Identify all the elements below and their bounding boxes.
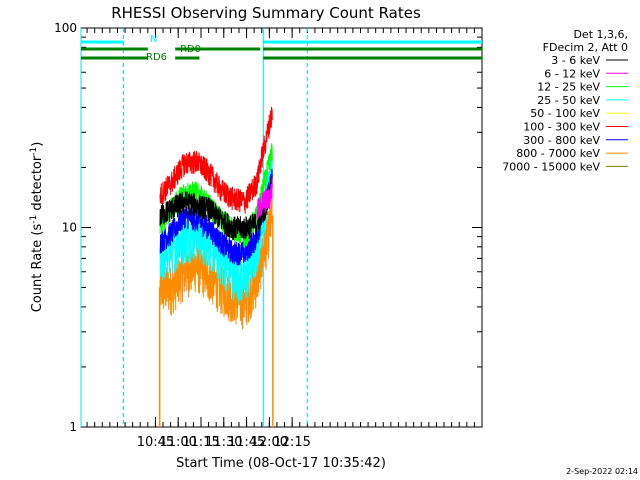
series-line-25-50kev <box>159 154 273 304</box>
footer-date: 2-Sep-2022 02:14 <box>566 467 638 476</box>
x-tick-label-6: 12:15 <box>273 435 310 450</box>
x-tick-label-5: 12:00 <box>251 435 288 450</box>
x-axis-label: Start Time (08-Oct-17 10:35:42) <box>176 456 386 471</box>
legend-label-3: 25 - 50 keV <box>537 94 600 107</box>
series-line-3-6kev <box>159 176 273 241</box>
plot-frame <box>80 27 483 428</box>
legend-header-decimation: FDecim 2, Att 0 <box>543 41 628 54</box>
series-line-800-7000kev <box>159 198 273 330</box>
x-tick-label-1: 11:00 <box>159 435 196 450</box>
x-tick-label-0: 10:45 <box>137 435 174 450</box>
x-tick-label-4: 11:45 <box>228 435 265 450</box>
legend-label-2: 12 - 25 keV <box>537 81 600 94</box>
series-line-100-300kev <box>159 106 273 214</box>
y-tick-label-1: 10 <box>62 221 77 235</box>
legend-label-5: 100 - 300 keV <box>523 121 600 134</box>
flag-label-rd6: RD6 <box>146 52 167 63</box>
x-tick-label-3: 11:30 <box>205 435 242 450</box>
y-axis-label: Count Rate (s-1 detector-1) <box>29 142 45 313</box>
series-line-6-12kev <box>256 177 273 221</box>
flag-label-n: N <box>150 34 157 45</box>
legend-header-detectors: Det 1,3,6, <box>573 28 628 41</box>
legend-label-7: 800 - 7000 keV <box>516 147 600 160</box>
y-tick-label-0: 1 <box>69 420 77 434</box>
y-tick-label-2: 100 <box>54 21 77 35</box>
legend-label-6: 300 - 800 keV <box>523 134 600 147</box>
chart-title: RHESSI Observing Summary Count Rates <box>111 4 421 22</box>
legend-label-8: 7000 - 15000 keV <box>502 160 600 173</box>
plot-area <box>80 27 483 428</box>
legend-label-1: 6 - 12 keV <box>544 67 600 80</box>
legend-label-4: 50 - 100 keV <box>530 107 600 120</box>
legend-label-0: 3 - 6 keV <box>551 54 600 67</box>
x-tick-label-2: 11:15 <box>182 435 219 450</box>
flag-label-rd0: RD0 <box>180 44 201 55</box>
